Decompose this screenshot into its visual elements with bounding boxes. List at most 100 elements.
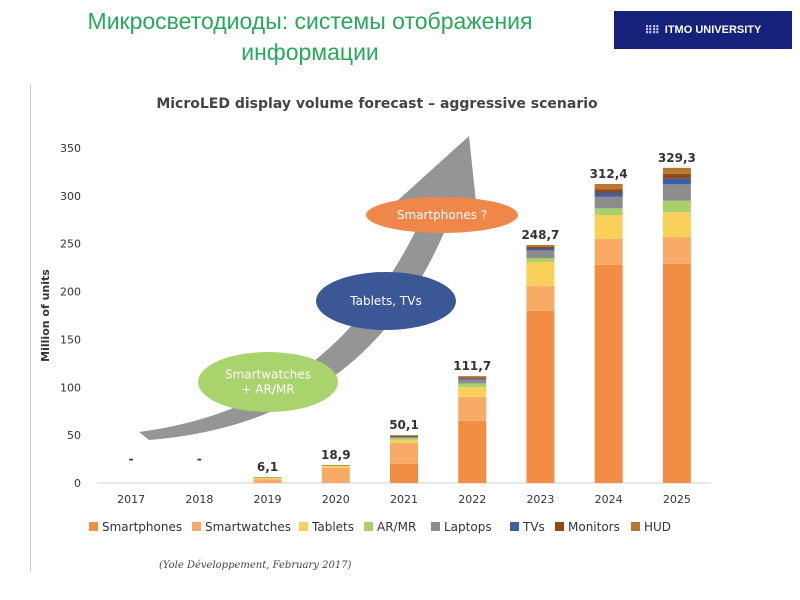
- y-tick-label: 250: [60, 238, 81, 251]
- legend-item-tablets: Tablets: [311, 520, 354, 534]
- bar-segment-hud-2019: [253, 477, 282, 478]
- legend-item-smartwatches: Smartwatches: [205, 520, 291, 534]
- bar-total-label-2021: 50,1: [389, 418, 419, 432]
- bar-segment-tvs-2021: [390, 436, 418, 438]
- itmo-logo: ⠿⠿ ITMO UNIVERSITY: [614, 11, 792, 49]
- legend-item-smartphones: Smartphones: [102, 520, 182, 534]
- bar-segment-laptops-2021: [390, 437, 418, 439]
- bar-segment-smartwatches-2021: [390, 442, 418, 464]
- y-tick-label: 50: [67, 429, 81, 442]
- legend-swatch: [555, 522, 564, 531]
- bar-segment-laptops-2025: [662, 184, 691, 201]
- annotation-bubble: [366, 197, 518, 233]
- legend-swatch: [510, 522, 519, 531]
- bar-segment-hud-2025: [662, 167, 691, 174]
- annotation-text: Smartphones ?: [397, 208, 487, 222]
- legend-item-tvs: TVs: [522, 520, 545, 534]
- bar-total-label-2018: -: [197, 452, 202, 466]
- bar-segment-smartwatches-2020: [321, 467, 350, 483]
- y-tick-label: 0: [74, 477, 81, 490]
- y-tick-label: 100: [60, 381, 81, 394]
- annotation-bubble: [316, 272, 456, 330]
- bar-segment-ar-mr-2024: [594, 208, 623, 215]
- source-note: (Yole Développement, February 2017): [159, 560, 352, 571]
- bar-segment-tvs-2025: [662, 178, 691, 185]
- bar-segment-laptops-2023: [526, 250, 555, 259]
- legend-swatch: [631, 522, 640, 531]
- slide-title-line-2: информации: [241, 39, 379, 65]
- x-tick-label: 2020: [322, 493, 350, 506]
- bar-segment-smartwatches-2019: [253, 479, 282, 483]
- bar-segment-monitors-2025: [662, 173, 691, 179]
- x-tick-label: 2021: [390, 493, 418, 506]
- bar-segment-tvs-2023: [526, 248, 555, 251]
- x-tick-label: 2018: [185, 493, 213, 506]
- x-tick-label: 2017: [117, 493, 145, 506]
- logo-text: ITMO UNIVERSITY: [664, 24, 762, 36]
- chart-title: MicroLED display volume forecast – aggre…: [156, 96, 598, 112]
- bar-segment-monitors-2024: [594, 189, 623, 193]
- bar-segment-tablets-2022: [458, 387, 487, 397]
- bar-segment-tablets-2024: [594, 215, 623, 239]
- legend-swatch: [364, 522, 373, 531]
- bar-total-label-2022: 111,7: [453, 359, 491, 373]
- logo-dots-icon: ⠿⠿: [644, 24, 660, 37]
- bar-total-label-2025: 329,3: [658, 151, 696, 165]
- legend-item-ar-mr: AR/MR: [377, 520, 416, 534]
- bar-segment-tablets-2019: [253, 478, 282, 480]
- bar-segment-hud-2021: [390, 435, 418, 436]
- legend-item-laptops: Laptops: [444, 520, 492, 534]
- y-tick-label: 150: [60, 333, 81, 346]
- microled-forecast-chart: MicroLED display volume forecast – aggre…: [39, 96, 711, 571]
- bar-segment-tablets-2025: [662, 212, 691, 238]
- bar-segment-ar-mr-2020: [321, 465, 350, 467]
- legend-swatch: [192, 522, 201, 531]
- bar-total-label-2023: 248,7: [521, 228, 559, 242]
- y-tick-label: 300: [60, 190, 81, 203]
- bar-segment-ar-mr-2019: [253, 477, 282, 479]
- slide-title-line-1: Микросветодиоды: системы отображения: [87, 8, 533, 34]
- bar-segment-ar-mr-2021: [390, 438, 418, 440]
- bar-segment-tablets-2020: [321, 466, 350, 468]
- bar-segment-smartphones-2021: [390, 463, 418, 483]
- annotation-bubble: [198, 352, 338, 412]
- annotation-text: Smartwatches: [225, 368, 311, 382]
- bar-segment-smartphones-2022: [458, 420, 487, 483]
- chart-frame: MicroLED display volume forecast – aggre…: [30, 84, 731, 572]
- bar-segment-laptops-2022: [458, 379, 487, 384]
- annotation-text: + AR/MR: [241, 383, 294, 397]
- bar-segment-hud-2023: [526, 244, 555, 247]
- legend-item-hud: HUD: [644, 520, 671, 534]
- bar-segment-ar-mr-2025: [662, 200, 691, 213]
- bar-segment-tvs-2022: [458, 378, 487, 380]
- bar-segment-ar-mr-2022: [458, 383, 487, 388]
- bar-segment-smartwatches-2025: [662, 237, 691, 264]
- bar-segment-smartwatches-2024: [594, 238, 623, 265]
- bar-segment-monitors-2023: [526, 246, 555, 249]
- x-tick-label: 2022: [458, 493, 486, 506]
- legend-swatch: [431, 522, 440, 531]
- y-tick-label: 200: [60, 286, 81, 299]
- x-tick-label: 2024: [595, 493, 623, 506]
- x-tick-label: 2019: [254, 493, 282, 506]
- bar-segment-smartwatches-2023: [526, 285, 555, 311]
- x-tick-label: 2025: [663, 493, 691, 506]
- y-axis-label: Million of units: [39, 269, 52, 362]
- bar-segment-tvs-2024: [594, 192, 623, 197]
- bar-segment-tablets-2023: [526, 261, 555, 286]
- y-tick-label: 350: [60, 142, 81, 155]
- bar-segment-hud-2024: [594, 183, 623, 190]
- bar-segment-monitors-2021: [390, 435, 418, 437]
- bar-segment-hud-2020: [321, 464, 350, 466]
- bar-total-label-2020: 18,9: [321, 448, 351, 462]
- bar-total-label-2017: -: [129, 452, 134, 466]
- x-tick-label: 2023: [526, 493, 554, 506]
- bar-total-label-2024: 312,4: [590, 167, 628, 181]
- slide-title: Микросветодиоды: системы отображения инф…: [30, 6, 590, 68]
- bar-segment-tablets-2021: [390, 439, 418, 443]
- bar-segment-ar-mr-2023: [526, 258, 555, 262]
- bar-segment-monitors-2022: [458, 377, 487, 379]
- bar-segment-smartphones-2024: [594, 264, 623, 483]
- bar-segment-hud-2022: [458, 376, 487, 378]
- bar-segment-smartphones-2023: [526, 310, 555, 483]
